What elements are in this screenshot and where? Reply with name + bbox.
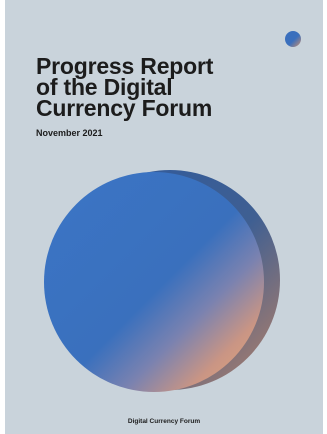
orb-front-circle bbox=[44, 172, 264, 392]
publisher-footer: Digital Currency Forum bbox=[127, 418, 201, 425]
title-line-2: of the Digital bbox=[36, 74, 173, 100]
report-cover: Progress Report of the Digital Currency … bbox=[5, 0, 323, 434]
report-title: Progress Report of the Digital Currency … bbox=[36, 53, 266, 121]
title-line-3: Currency Forum bbox=[36, 95, 213, 121]
report-date: November 2021 bbox=[36, 128, 103, 138]
corner-dot-icon bbox=[285, 31, 301, 47]
gradient-orb-graphic bbox=[40, 158, 285, 403]
title-line-1: Progress Report bbox=[36, 53, 214, 79]
